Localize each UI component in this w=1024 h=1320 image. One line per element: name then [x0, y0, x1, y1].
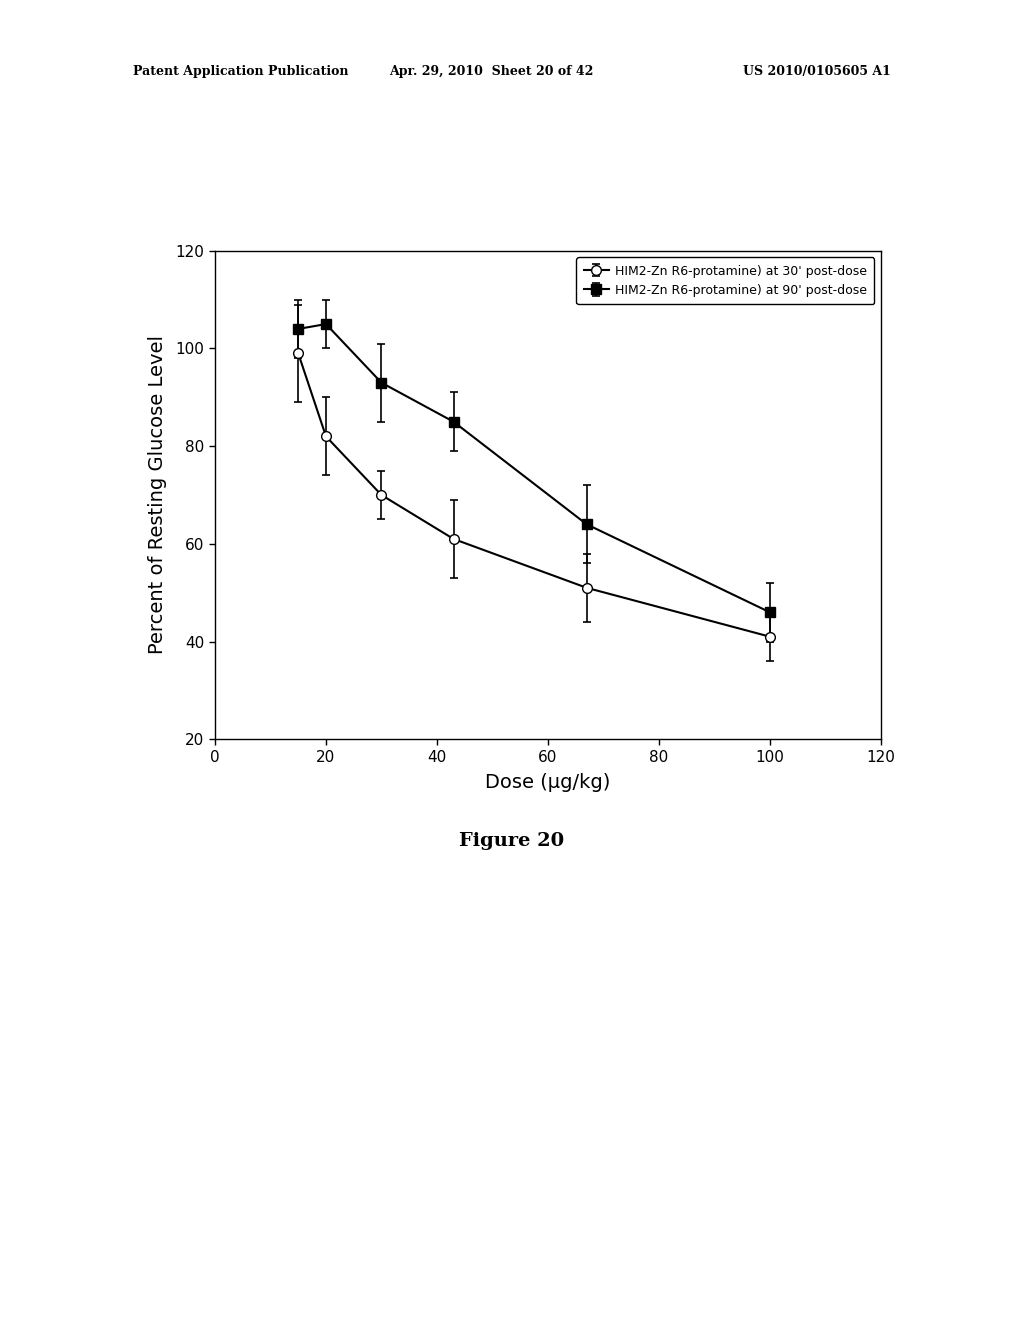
Text: Figure 20: Figure 20: [460, 832, 564, 850]
Legend: HIM2-Zn R6-protamine) at 30' post-dose, HIM2-Zn R6-protamine) at 90' post-dose: HIM2-Zn R6-protamine) at 30' post-dose, …: [577, 257, 874, 305]
Text: Apr. 29, 2010  Sheet 20 of 42: Apr. 29, 2010 Sheet 20 of 42: [389, 65, 594, 78]
Text: Patent Application Publication: Patent Application Publication: [133, 65, 348, 78]
Text: US 2010/0105605 A1: US 2010/0105605 A1: [743, 65, 891, 78]
Y-axis label: Percent of Resting Glucose Level: Percent of Resting Glucose Level: [148, 335, 167, 655]
X-axis label: Dose (μg/kg): Dose (μg/kg): [485, 774, 610, 792]
